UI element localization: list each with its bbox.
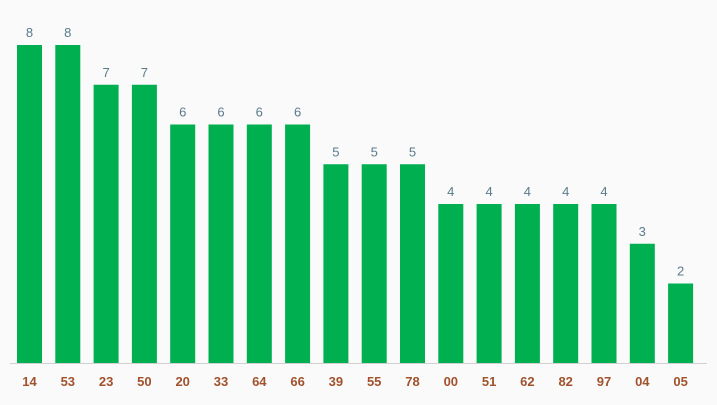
category-label-53: 53 <box>61 374 75 389</box>
value-label-00: 4 <box>447 184 454 199</box>
category-label-04: 04 <box>635 374 650 389</box>
bar-66 <box>285 124 311 363</box>
value-label-39: 5 <box>332 144 339 159</box>
value-label-55: 5 <box>371 144 378 159</box>
bar-20 <box>170 124 196 363</box>
category-label-78: 78 <box>405 374 419 389</box>
bar-50 <box>131 84 157 363</box>
category-label-39: 39 <box>329 374 343 389</box>
value-label-05: 2 <box>677 264 684 279</box>
value-label-33: 6 <box>217 105 224 120</box>
bar-62 <box>514 204 540 363</box>
bar-55 <box>361 164 387 363</box>
category-label-97: 97 <box>597 374 611 389</box>
value-label-50: 7 <box>141 65 148 80</box>
bar-14 <box>17 45 42 363</box>
bar-64 <box>246 124 272 363</box>
category-label-05: 05 <box>673 374 687 389</box>
value-label-23: 7 <box>102 65 109 80</box>
category-label-82: 82 <box>558 374 572 389</box>
category-label-62: 62 <box>520 374 534 389</box>
bar-23 <box>93 84 119 363</box>
category-label-20: 20 <box>175 374 189 389</box>
value-label-62: 4 <box>524 184 531 199</box>
value-label-04: 3 <box>639 224 646 239</box>
value-label-78: 5 <box>409 144 416 159</box>
bar-39 <box>323 164 349 363</box>
category-label-64: 64 <box>252 374 267 389</box>
bar-51 <box>476 204 502 363</box>
value-label-64: 6 <box>256 105 263 120</box>
value-label-53: 8 <box>64 25 71 40</box>
bar-53 <box>55 45 81 363</box>
bars-group <box>17 45 694 363</box>
value-label-82: 4 <box>562 184 569 199</box>
value-labels-group: 8 8 7 7 6 6 6 6 5 5 5 4 4 4 4 4 3 2 <box>26 25 684 279</box>
value-label-97: 4 <box>600 184 607 199</box>
bar-33 <box>208 124 234 363</box>
value-label-14: 8 <box>26 25 33 40</box>
category-label-50: 50 <box>137 374 151 389</box>
category-label-33: 33 <box>214 374 228 389</box>
bar-00 <box>438 204 464 363</box>
bar-82 <box>553 204 579 363</box>
category-labels-group: 14 53 23 50 20 33 64 66 39 55 78 00 51 62 82 97 04 05 <box>22 374 688 389</box>
bar-97 <box>591 204 617 363</box>
category-label-66: 66 <box>290 374 304 389</box>
category-label-14: 14 <box>22 374 37 389</box>
category-label-55: 55 <box>367 374 381 389</box>
bar-04 <box>629 243 655 363</box>
bar-78 <box>400 164 425 363</box>
category-label-23: 23 <box>99 374 113 389</box>
value-label-66: 6 <box>294 105 301 120</box>
category-label-00: 00 <box>444 374 458 389</box>
bar-05 <box>668 283 694 363</box>
value-label-20: 6 <box>179 105 186 120</box>
category-label-51: 51 <box>482 374 496 389</box>
value-label-51: 4 <box>485 184 492 199</box>
